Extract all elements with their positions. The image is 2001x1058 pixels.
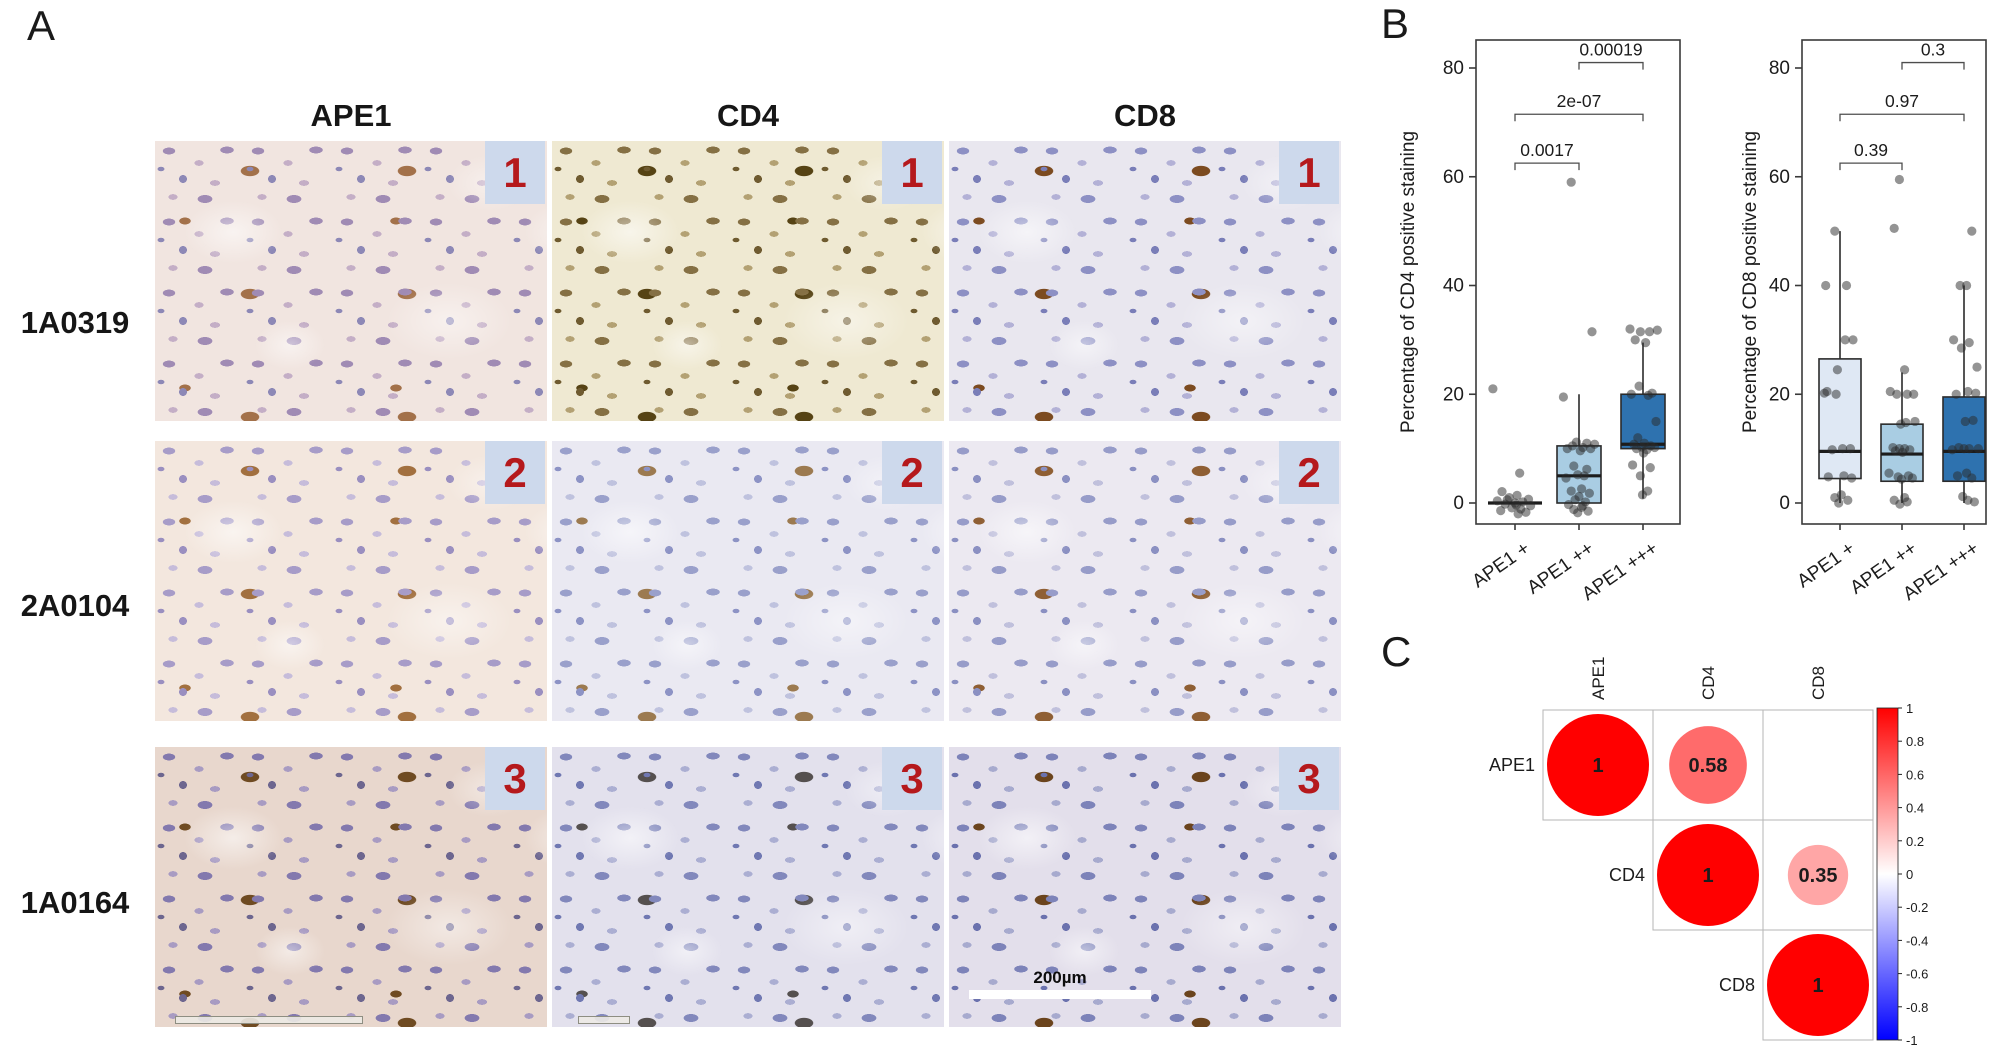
svg-text:0.58: 0.58	[1689, 755, 1728, 777]
faint-scalebar	[175, 1016, 363, 1024]
svg-text:80: 80	[1443, 58, 1464, 79]
svg-text:0: 0	[1906, 867, 1913, 882]
ihc-image-2A0104-CD4: 2	[552, 441, 944, 721]
panel-b-label: B	[1381, 0, 1410, 47]
ihc-image-1A0164-CD4: 3	[552, 747, 944, 1027]
svg-text:CD8: CD8	[1719, 975, 1755, 995]
svg-text:0: 0	[1779, 493, 1790, 514]
svg-text:-0.4: -0.4	[1906, 933, 1928, 948]
cd4-boxplot: 0 20 40 60 80 Percentage of CD4 positive stai…	[1398, 39, 1681, 605]
svg-text:CD8: CD8	[1809, 666, 1828, 700]
svg-text:60: 60	[1443, 167, 1464, 188]
svg-text:-0.6: -0.6	[1906, 967, 1928, 982]
image-number-badge: 3	[485, 747, 545, 810]
svg-text:APE1: APE1	[1589, 657, 1608, 700]
svg-text:0.00019: 0.00019	[1579, 40, 1642, 60]
ihc-image-1A0319-CD4: 1	[552, 141, 944, 421]
faint-scalebar	[578, 1016, 630, 1024]
panel-a-label: A	[27, 2, 56, 49]
column-header-cd4: CD4	[716, 98, 779, 133]
svg-text:1: 1	[1592, 755, 1603, 777]
ihc-image-1A0319-APE1: 1	[155, 141, 547, 421]
column-header-ape1: APE1	[310, 98, 392, 133]
svg-text:0: 0	[1453, 493, 1464, 514]
svg-text:0.0017: 0.0017	[1520, 140, 1574, 160]
ihc-image-1A0164-APE1: 3	[155, 747, 547, 1027]
image-number-badge: 2	[1279, 441, 1339, 504]
ihc-image-1A0164-CD8: 3 200µm	[949, 747, 1341, 1027]
svg-text:1: 1	[1906, 701, 1913, 716]
image-number-badge: 1	[485, 141, 545, 204]
svg-text:0.97: 0.97	[1885, 91, 1919, 111]
svg-text:40: 40	[1443, 276, 1464, 297]
svg-text:0.3: 0.3	[1921, 40, 1945, 60]
ihc-image-1A0319-CD8: 1	[949, 141, 1341, 421]
correlation-plot: 1 0.58 1 0.35 1 APE1 CD4 CD8 APE1 CD4 CD8 1 0.8 0.6 0.…	[1489, 657, 1928, 1048]
svg-text:Percentage of CD8 positive sta: Percentage of CD8 positive staining	[1740, 131, 1761, 433]
svg-text:-0.2: -0.2	[1906, 900, 1928, 915]
row-label-sample-1: 1A0319	[20, 305, 130, 340]
svg-text:0.39: 0.39	[1854, 140, 1888, 160]
svg-text:2e-07: 2e-07	[1557, 91, 1602, 111]
svg-text:80: 80	[1769, 58, 1790, 79]
svg-text:0.4: 0.4	[1906, 801, 1924, 816]
svg-text:CD4: CD4	[1609, 865, 1645, 885]
ihc-image-2A0104-APE1: 2	[155, 441, 547, 721]
svg-text:40: 40	[1769, 276, 1790, 297]
svg-text:20: 20	[1443, 384, 1464, 405]
scalebar-label: 200µm	[1033, 968, 1087, 987]
panel-c-label: C	[1381, 628, 1412, 675]
column-header-cd8: CD8	[1113, 98, 1176, 133]
scalebar	[969, 990, 1151, 999]
image-number-badge: 3	[882, 747, 942, 810]
image-number-badge: 1	[1279, 141, 1339, 204]
svg-text:1: 1	[1812, 975, 1823, 997]
svg-text:CD4: CD4	[1699, 666, 1718, 700]
image-number-badge: 1	[882, 141, 942, 204]
svg-text:0.2: 0.2	[1906, 834, 1924, 849]
svg-text:-0.8: -0.8	[1906, 1000, 1928, 1015]
svg-text:0.8: 0.8	[1906, 734, 1924, 749]
image-number-badge: 2	[485, 441, 545, 504]
svg-text:APE1 +: APE1 +	[1469, 538, 1534, 592]
image-number-badge: 3	[1279, 747, 1339, 810]
svg-text:Percentage of CD4 positive sta: Percentage of CD4 positive staining	[1398, 131, 1419, 433]
svg-text:1: 1	[1702, 865, 1713, 887]
ihc-image-2A0104-CD8: 2	[949, 441, 1341, 721]
svg-text:60: 60	[1769, 167, 1790, 188]
svg-text:0.6: 0.6	[1906, 767, 1924, 782]
svg-text:APE1: APE1	[1489, 755, 1535, 775]
svg-text:-1: -1	[1906, 1033, 1918, 1048]
image-number-badge: 2	[882, 441, 942, 504]
cd8-boxplot: 0 20 40 60 80 Percentage of CD8 positive stai…	[1740, 39, 1987, 605]
row-label-sample-3: 1A0164	[20, 885, 130, 920]
row-label-sample-2: 2A0104	[20, 588, 130, 623]
svg-text:20: 20	[1769, 384, 1790, 405]
svg-text:0.35: 0.35	[1799, 865, 1838, 887]
